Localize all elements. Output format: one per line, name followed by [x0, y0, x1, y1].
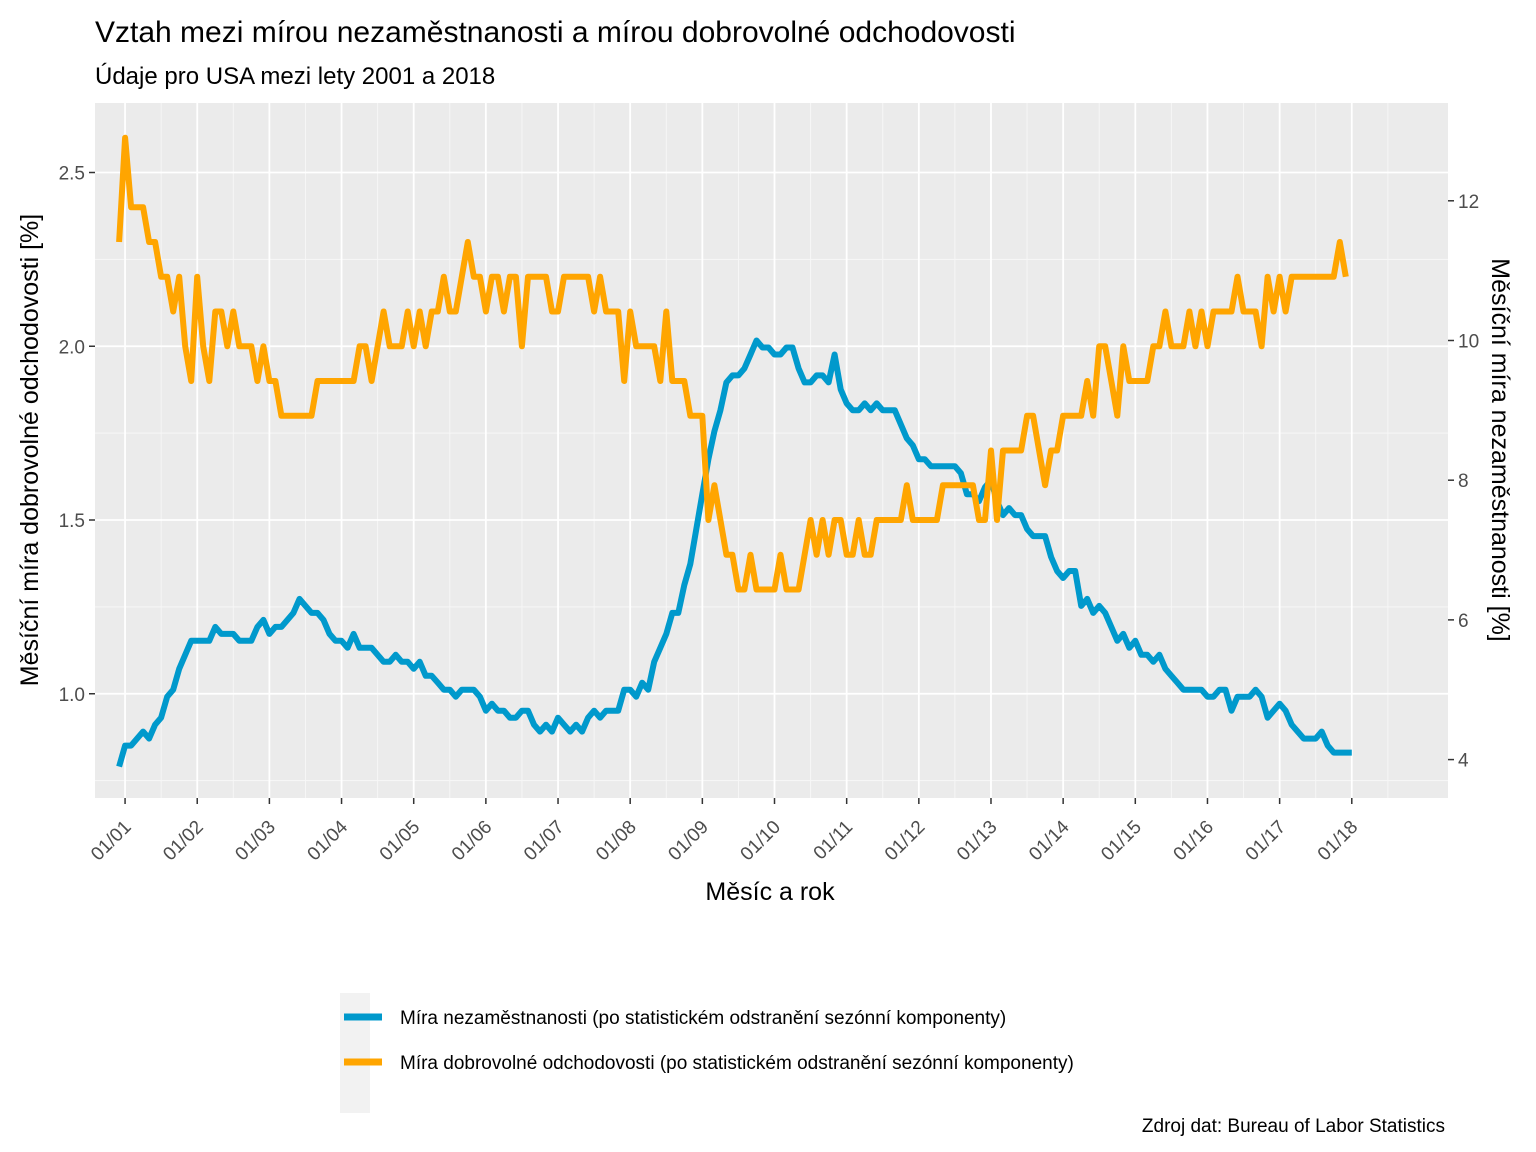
left-tick-label: 1.5 [59, 511, 85, 532]
y-right-axis-title: Měsíční míra nezaměstnanosti [%] [1486, 258, 1514, 641]
legend-label-unemployment: Míra nezaměstnanosti (po statistickém od… [400, 1008, 1006, 1029]
series-line-unemployment [116, 337, 1352, 768]
x-axis-title: Měsíc a rok [705, 878, 835, 906]
x-tick-label: 01/02 [159, 817, 207, 865]
x-tick-label: 01/11 [810, 817, 857, 864]
x-tick-label: 01/18 [1314, 817, 1362, 865]
x-tick-label: 01/01 [87, 817, 135, 865]
right-axis-ticks: 4 6 8 10 12 [1448, 192, 1479, 772]
source-caption: Zdroj dat: Bureau of Labor Statistics [1142, 1116, 1445, 1137]
right-tick-label: 4 [1458, 751, 1469, 772]
x-tick-label: 01/04 [304, 816, 353, 865]
plot-panel [95, 103, 1448, 798]
right-tick-label: 8 [1458, 471, 1469, 492]
series-line-quit-rate [116, 134, 1349, 593]
series-lines [116, 134, 1352, 768]
grid-major [95, 103, 1448, 798]
grid-minor [95, 103, 1448, 798]
legend-label-quit-rate: Míra dobrovolné odchodovosti (po statist… [400, 1053, 1074, 1074]
x-tick-label: 01/15 [1097, 817, 1145, 865]
left-tick-label: 2.5 [59, 164, 85, 185]
x-tick-label: 01/17 [1242, 817, 1290, 865]
x-tick-label: 01/13 [953, 817, 1001, 865]
x-tick-label: 01/08 [592, 817, 640, 865]
right-tick-label: 12 [1458, 192, 1479, 213]
legend-key-background [340, 993, 370, 1113]
right-tick-label: 6 [1458, 611, 1469, 632]
x-tick-label: 01/07 [520, 817, 568, 865]
left-tick-label: 1.0 [59, 685, 85, 706]
chart-subtitle: Údaje pro USA mezi lety 2001 a 2018 [95, 63, 495, 90]
y-left-axis-title: Měsíční míra dobrovolné odchodovosti [%] [16, 214, 44, 686]
x-tick-label: 01/16 [1170, 817, 1218, 865]
left-tick-label: 2.0 [59, 337, 85, 358]
x-tick-label: 01/14 [1025, 816, 1074, 865]
x-tick-label: 01/03 [231, 817, 279, 865]
right-tick-label: 10 [1458, 331, 1479, 352]
left-axis-ticks: 1.0 1.5 2.0 2.5 [59, 164, 95, 706]
legend: Míra nezaměstnanosti (po statistickém od… [340, 993, 1074, 1113]
x-tick-label: 01/09 [664, 817, 712, 865]
chart-title: Vztah mezi mírou nezaměstnanosti a mírou… [95, 16, 1016, 49]
x-tick-label: 01/10 [737, 817, 785, 865]
x-tick-label: 01/05 [376, 817, 424, 865]
x-axis-ticks: 01/01 01/02 01/03 01/04 01/05 01/06 01/07 01/08… [87, 798, 1362, 865]
x-tick-label: 01/12 [881, 817, 929, 865]
x-tick-label: 01/06 [448, 817, 496, 865]
